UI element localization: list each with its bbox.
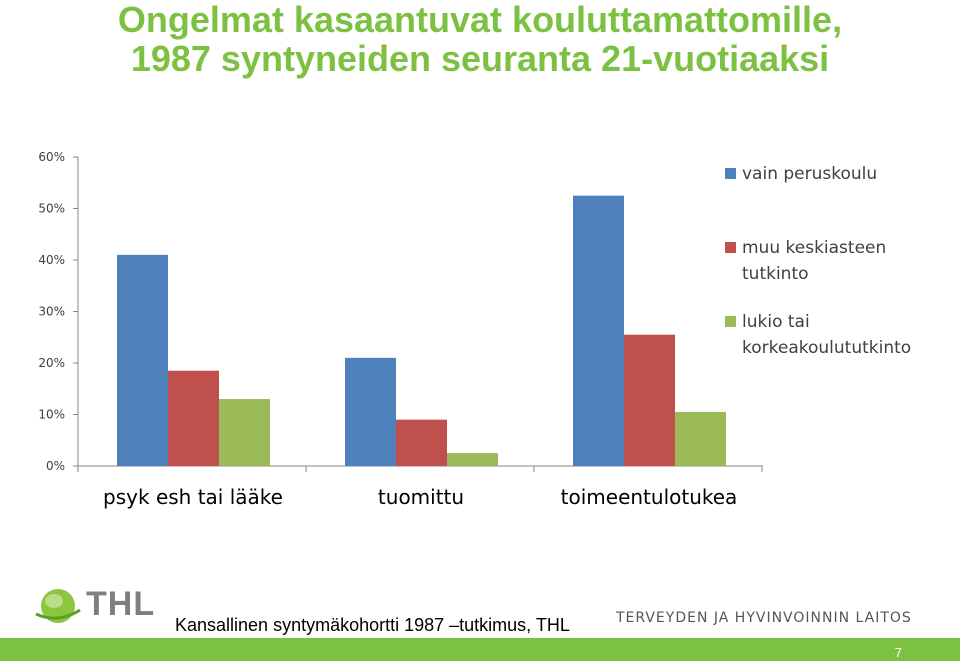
bar-3-3 [675,411,726,466]
legend-swatch [725,168,736,179]
x-category-label: tuomittu [378,485,464,509]
page-number: 7 [894,645,902,660]
y-tick-label: 50% [38,202,65,216]
y-tick-label: 40% [38,253,65,267]
legend-label: muu keskiasteen tutkinto [742,238,886,284]
legend-label: lukio tai korkeakoulututkinto [742,312,911,358]
bar-1-1 [117,254,168,466]
y-tick-label: 0% [46,459,65,473]
title-line-1: Ongelmat kasaantuvat kouluttamattomille, [117,0,843,40]
y-tick-label: 20% [38,356,65,370]
bar-2-3 [624,334,675,466]
source-caption: Kansallinen syntymäkohortti 1987 –tutkim… [175,615,570,635]
slide-title: Ongelmat kasaantuvat kouluttamattomille,… [0,0,960,78]
thl-logo-text: THL [86,585,156,623]
x-category-label: toimeentulotukea [561,485,738,509]
legend-label: vain peruskoulu [742,164,877,184]
bar-2-2 [396,419,447,466]
bar-2-1 [168,370,219,466]
organization-name: TERVEYDEN JA HYVINVOINNIN LAITOS [616,610,912,626]
y-tick-label: 10% [38,408,65,422]
y-tick-label: 30% [38,305,65,319]
legend-swatch [725,316,736,327]
thl-logo-icon [35,589,81,623]
bar-chart: 0% 10% 20% 30% 40% 50% 60% psyk esh tai lääke tu… [38,150,911,509]
y-tick-label: 60% [38,150,65,164]
bar-1-2 [345,357,396,466]
x-category-label: psyk esh tai lääke [103,485,283,509]
legend-swatch [725,242,736,253]
title-line-2: 1987 syntyneiden seuranta 21-vuotiaaksi [130,38,830,79]
bar-3-1 [219,399,270,466]
bar-1-3 [573,195,624,466]
bar-3-2 [447,453,498,466]
footer-bar [0,638,960,661]
